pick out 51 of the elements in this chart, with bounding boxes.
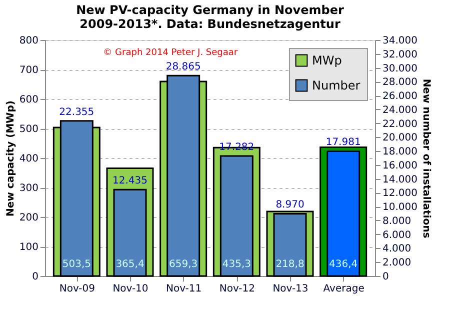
- y2-tick-label: 8.000: [382, 216, 412, 227]
- y2-tick-label: 12.000: [382, 188, 418, 200]
- y2-tick-label: 24.000: [382, 104, 418, 116]
- legend-label: Number: [312, 78, 360, 92]
- y-tick-label: 100: [19, 242, 38, 253]
- y2-tick-label: 4.000: [382, 244, 412, 255]
- y-tick-label: 500: [19, 124, 38, 135]
- y2-tick-label: 20.000: [382, 132, 418, 144]
- data-label: 22.355: [59, 106, 94, 118]
- data-label: 436,4: [329, 259, 358, 270]
- y2-tick-label: 34.000: [382, 36, 418, 46]
- y2-tick-label: 30.000: [382, 63, 418, 74]
- x-tick-label: Average: [323, 284, 364, 294]
- x-tick-label: Nov-10: [112, 284, 148, 294]
- y2-tick-label: 14.000: [382, 174, 418, 186]
- y2-tick-label: 28.000: [382, 77, 418, 88]
- y-tick-label: 400: [19, 154, 38, 164]
- y-tick-label: 600: [19, 94, 38, 106]
- x-tick-label: Nov-09: [59, 284, 95, 294]
- y2-tick-label: 32.000: [382, 49, 418, 60]
- y2-tick-label: 10.000: [382, 202, 418, 214]
- y-tick-label: 200: [19, 212, 38, 224]
- y2-tick-label: 18.000: [382, 146, 418, 158]
- text: © Graph 2014 Peter J. Segaar: [103, 48, 238, 58]
- legend-label: MWp: [312, 54, 342, 68]
- y2-tick-label: 22.000: [382, 118, 418, 130]
- y2-tick-label: 0: [382, 272, 389, 282]
- y-tick-label: 700: [19, 65, 38, 76]
- data-label: 28.865: [166, 62, 201, 73]
- data-label: 503,5: [62, 259, 91, 270]
- y-tick-label: 0: [32, 272, 38, 282]
- data-label: 17.981: [326, 137, 361, 148]
- data-label: 17.282: [219, 142, 254, 154]
- data-label: 435,3: [222, 259, 251, 270]
- y2-tick-label: 16.000: [382, 160, 418, 172]
- data-label: 365,4: [116, 259, 144, 270]
- y2-axis-title: New number of installations: [420, 78, 432, 238]
- data-label: 8.970: [276, 200, 304, 211]
- x-tick-label: Nov-13: [272, 284, 308, 294]
- data-label: 12.435: [112, 176, 148, 187]
- y-tick-label: 800: [19, 36, 38, 46]
- y2-tick-label: 6.000: [382, 230, 412, 241]
- x-tick-label: Nov-11: [166, 284, 202, 294]
- y2-tick-label: 26.000: [382, 91, 418, 102]
- chart-title: New PV-capacity Germany in November 2009-2013*. Data: Bundesnetzagentur: [76, 3, 344, 31]
- data-label: 659,3: [169, 259, 198, 270]
- y2-tick-label: 2.000: [382, 258, 412, 269]
- x-tick-label: Nov-12: [219, 284, 255, 294]
- data-label: 218,8: [276, 259, 304, 270]
- y-tick-label: 300: [19, 183, 38, 194]
- y-axis-title: New capacity (MWp): [5, 100, 16, 216]
